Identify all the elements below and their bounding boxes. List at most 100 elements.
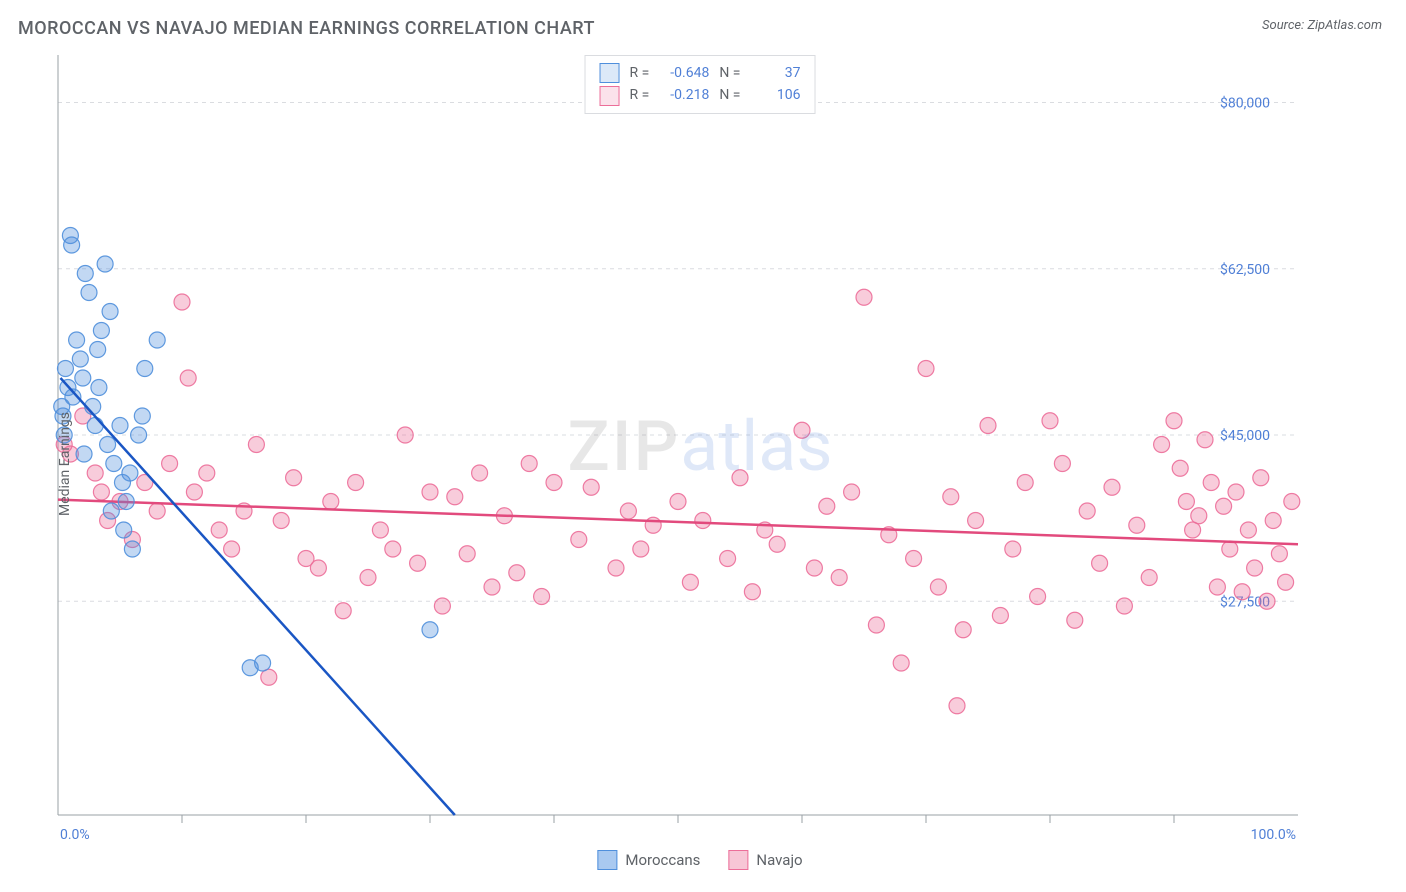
data-point — [372, 522, 388, 538]
y-tick-label: $80,000 — [1220, 95, 1270, 112]
data-point — [1284, 494, 1300, 510]
data-point — [1005, 541, 1021, 557]
correlation-row: R =-0.648N =37 — [600, 62, 801, 84]
source-link[interactable]: ZipAtlas.com — [1307, 18, 1382, 33]
data-point — [348, 475, 364, 491]
data-point — [64, 237, 80, 253]
data-point — [81, 285, 97, 301]
data-point — [1271, 546, 1287, 562]
y-axis-label: Median Earnings — [57, 411, 73, 515]
data-point — [57, 361, 73, 377]
data-point — [93, 484, 109, 500]
data-point — [1265, 513, 1281, 529]
data-point — [769, 536, 785, 552]
r-label: R = — [630, 84, 650, 106]
data-point — [1240, 522, 1256, 538]
data-point — [1129, 517, 1145, 533]
data-point — [137, 361, 153, 377]
series-legend: MoroccansNavajo — [597, 850, 802, 870]
data-point — [1216, 498, 1232, 514]
data-point — [422, 484, 438, 500]
data-point — [521, 456, 537, 472]
data-point — [794, 422, 810, 438]
data-point — [97, 256, 113, 272]
scatter-plot: $27,500$45,000$62,500$80,0000.0%100.0% — [18, 55, 1378, 865]
data-point — [472, 465, 488, 481]
legend-swatch — [728, 850, 748, 870]
r-value: -0.218 — [659, 84, 709, 106]
data-point — [1141, 570, 1157, 586]
data-point — [447, 489, 463, 505]
data-point — [323, 494, 339, 510]
data-point — [286, 470, 302, 486]
data-point — [744, 584, 760, 600]
data-point — [75, 370, 91, 386]
data-point — [1209, 579, 1225, 595]
legend-swatch — [597, 850, 617, 870]
data-point — [422, 622, 438, 638]
data-point — [1154, 437, 1170, 453]
legend-swatch — [600, 86, 620, 106]
data-point — [1104, 479, 1120, 495]
data-point — [955, 622, 971, 638]
x-tick-left: 0.0% — [60, 827, 90, 843]
data-point — [546, 475, 562, 491]
data-point — [102, 304, 118, 320]
x-tick-right: 100.0% — [1251, 827, 1296, 843]
data-point — [571, 532, 587, 548]
data-point — [732, 470, 748, 486]
data-point — [261, 669, 277, 685]
data-point — [335, 603, 351, 619]
data-point — [273, 513, 289, 529]
data-point — [720, 551, 736, 567]
data-point — [122, 465, 138, 481]
data-point — [116, 522, 132, 538]
data-point — [134, 408, 150, 424]
data-point — [1253, 470, 1269, 486]
data-point — [1228, 484, 1244, 500]
data-point — [1067, 612, 1083, 628]
data-point — [255, 655, 271, 671]
data-point — [211, 522, 227, 538]
data-point — [695, 513, 711, 529]
data-point — [1092, 555, 1108, 571]
data-point — [106, 456, 122, 472]
data-point — [186, 484, 202, 500]
data-point — [608, 560, 624, 576]
legend-swatch — [600, 63, 620, 83]
data-point — [509, 565, 525, 581]
data-point — [831, 570, 847, 586]
data-point — [162, 456, 178, 472]
data-point — [1116, 598, 1132, 614]
data-point — [1247, 560, 1263, 576]
data-point — [1222, 541, 1238, 557]
data-point — [76, 446, 92, 462]
data-point — [385, 541, 401, 557]
data-point — [1030, 589, 1046, 605]
legend-label: Moroccans — [625, 851, 700, 869]
data-point — [224, 541, 240, 557]
data-point — [180, 370, 196, 386]
data-point — [149, 332, 165, 348]
data-point — [633, 541, 649, 557]
data-point — [1172, 460, 1188, 476]
data-point — [1185, 522, 1201, 538]
n-value: 37 — [750, 62, 800, 84]
data-point — [131, 427, 147, 443]
r-label: R = — [630, 62, 650, 84]
data-point — [72, 351, 88, 367]
data-point — [1178, 494, 1194, 510]
data-point — [434, 598, 450, 614]
data-point — [1017, 475, 1033, 491]
data-point — [91, 380, 107, 396]
data-point — [1234, 584, 1250, 600]
data-point — [1203, 475, 1219, 491]
data-point — [87, 418, 103, 434]
data-point — [149, 503, 165, 519]
n-label: N = — [719, 62, 740, 84]
data-point — [682, 574, 698, 590]
data-point — [943, 489, 959, 505]
data-point — [199, 465, 215, 481]
legend-item: Moroccans — [597, 850, 700, 870]
data-point — [980, 418, 996, 434]
